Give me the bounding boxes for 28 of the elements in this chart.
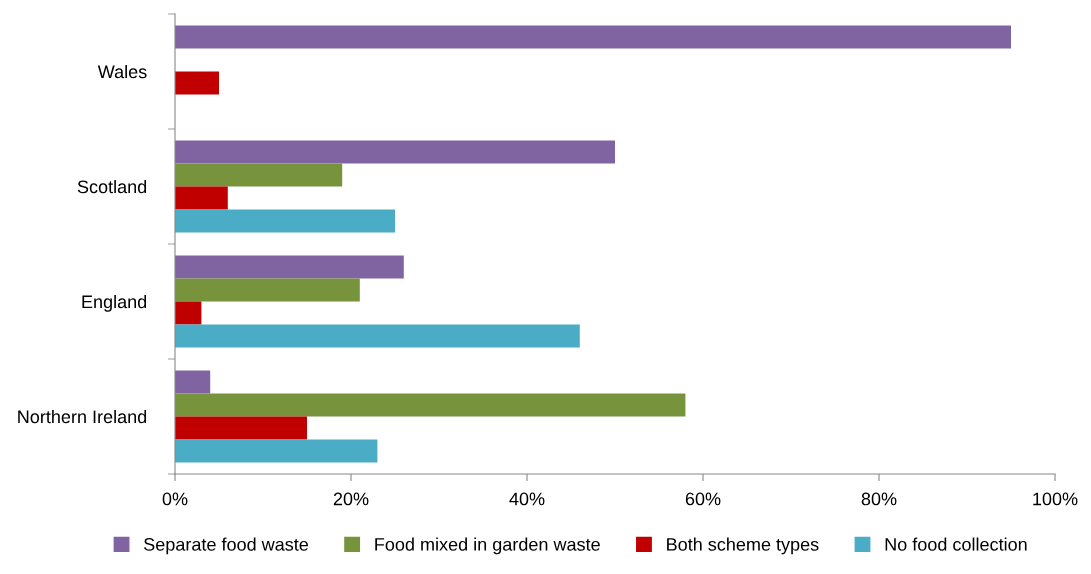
bar [175,209,395,233]
legend-label: Food mixed in garden waste [375,537,600,555]
bar [175,140,615,164]
x-tick-label: 20% [333,492,369,506]
bar [175,301,202,325]
x-tick-label: 0% [162,492,188,506]
legend-label: No food collection [885,537,1027,551]
bar [175,370,211,394]
x-tick-label: 60% [685,492,721,506]
bar [175,163,343,187]
legend-label: Both scheme types [667,537,819,555]
y-tick-label: Wales [97,64,147,79]
legend-label: Separate food waste [144,537,309,555]
x-tick-label: 100% [1033,492,1078,506]
bar [175,255,404,279]
bar [175,25,1011,49]
bar [175,71,219,95]
bar [175,439,378,463]
bar [175,416,307,440]
y-tick-label: England [82,294,147,312]
y-tick-label: Scotland [77,179,147,194]
bar [175,324,580,348]
bar [175,393,686,417]
bar [175,186,228,210]
bar [175,278,360,302]
x-tick-label: 80% [861,492,897,506]
x-tick-label: 40% [509,492,545,506]
y-tick-label: Northern Ireland [18,409,147,424]
